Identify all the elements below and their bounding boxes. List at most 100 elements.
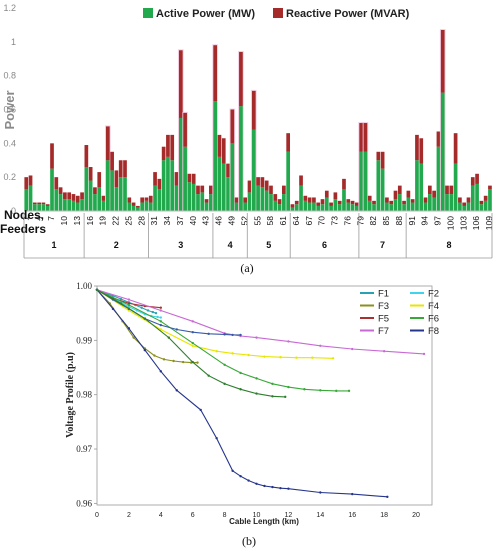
bar-reactive: [183, 112, 187, 147]
x-tick-label: 58: [265, 216, 275, 226]
bar-active: [453, 163, 458, 211]
series-point: [154, 311, 158, 315]
bar-reactive: [359, 123, 363, 152]
feeder-label: 6: [322, 240, 327, 250]
bar-reactive: [157, 178, 162, 190]
bar-active: [75, 202, 80, 211]
bar-reactive: [277, 199, 282, 205]
bar-active: [71, 200, 76, 211]
x-tick-label: 70: [317, 216, 327, 226]
bar-active: [105, 160, 110, 211]
bar-reactive: [217, 134, 222, 157]
y-tick-label: 0.98: [76, 390, 92, 400]
x-tick-label: 46: [214, 216, 224, 226]
bar-active: [221, 163, 226, 211]
legend: Active Power (MW) Reactive Power (MVAR): [143, 8, 410, 20]
bar-active: [50, 168, 54, 211]
series-point: [271, 485, 274, 489]
x-tick-label: 0: [95, 512, 99, 519]
series-point: [223, 382, 226, 386]
bar-active: [475, 183, 479, 211]
bar-reactive: [376, 151, 381, 161]
bar-reactive: [196, 185, 200, 195]
caption-b: (b): [242, 534, 256, 548]
bar-reactive: [286, 133, 291, 152]
bar-active: [63, 199, 67, 211]
y-tick-labels: 0 0.2 0.4 0.6 0.8 1 1.2: [3, 3, 16, 216]
series-point: [231, 469, 234, 472]
series-point: [140, 306, 143, 309]
bar-reactive: [88, 167, 93, 181]
bar-reactive: [307, 197, 312, 203]
legend-label: F8: [428, 326, 439, 337]
feeder-label: 8: [447, 240, 452, 250]
bar-reactive: [24, 177, 29, 190]
series-point: [143, 317, 147, 320]
bar-reactive: [419, 138, 424, 164]
x-tick-label: 10: [253, 512, 261, 519]
series-point: [191, 344, 194, 347]
bar-reactive: [367, 195, 372, 201]
series-point: [175, 389, 178, 392]
bar-active: [483, 200, 488, 211]
y-tick-label: 0.97: [76, 444, 92, 454]
bar-reactive: [389, 200, 394, 205]
bar-active: [406, 197, 411, 211]
bar-active: [363, 151, 368, 211]
bar-active: [277, 204, 282, 211]
series-point: [303, 388, 306, 391]
series-point: [279, 486, 282, 490]
bar-active: [209, 194, 213, 211]
series-point: [167, 336, 170, 339]
y-tick-label: 0.4: [3, 138, 16, 148]
series-line: [96, 289, 425, 355]
bar-active: [239, 106, 243, 211]
x-tick-label: 13: [72, 216, 82, 226]
bar-active: [402, 204, 406, 211]
y-axis-label: Power: [2, 90, 17, 129]
bar-active: [114, 187, 119, 211]
bar-reactive: [290, 204, 295, 208]
bar-active: [243, 202, 248, 211]
bar-reactive: [32, 202, 37, 205]
bar-active: [393, 199, 398, 211]
bar-reactive: [221, 138, 226, 164]
series-point: [111, 307, 115, 311]
series-point: [255, 377, 258, 380]
y-tick-label: 0.2: [3, 172, 16, 182]
bar-active: [45, 205, 50, 211]
series-point: [207, 332, 210, 336]
bar-reactive: [355, 202, 359, 206]
legend-reactive-label: Reactive Power (MVAR): [286, 8, 410, 20]
bar-reactive: [363, 123, 368, 152]
bar-reactive: [320, 199, 325, 205]
bar-active: [110, 170, 114, 211]
bar-reactive: [144, 197, 149, 201]
bar-active: [174, 185, 179, 211]
series-line: [96, 289, 388, 498]
series-point: [156, 315, 159, 319]
x-tick-label: 64: [291, 216, 301, 226]
feeder-label: 4: [228, 240, 233, 250]
bar-reactive: [479, 200, 484, 205]
bar-reactive: [436, 131, 441, 147]
bar-active: [294, 204, 299, 211]
series-point: [146, 309, 150, 312]
bar-reactive: [204, 199, 209, 203]
bar-active: [290, 207, 295, 211]
x-tick-label: 61: [278, 216, 288, 226]
bar-active: [191, 183, 196, 211]
x-tick-label: 8: [223, 512, 227, 519]
bar-active: [161, 160, 166, 211]
bar-active: [93, 194, 97, 211]
series-point: [95, 288, 99, 292]
x-tick-label: 88: [394, 216, 404, 226]
bar-reactive: [226, 163, 230, 178]
bar-active: [286, 151, 291, 211]
y-tick-labels: 0.96 0.97 0.98 0.99 1.00: [76, 281, 97, 508]
bar-active: [397, 194, 402, 211]
bar-active: [200, 192, 205, 211]
series-point: [132, 336, 135, 339]
bar-reactive: [329, 202, 333, 206]
y-tick-label: 0.8: [3, 71, 16, 81]
